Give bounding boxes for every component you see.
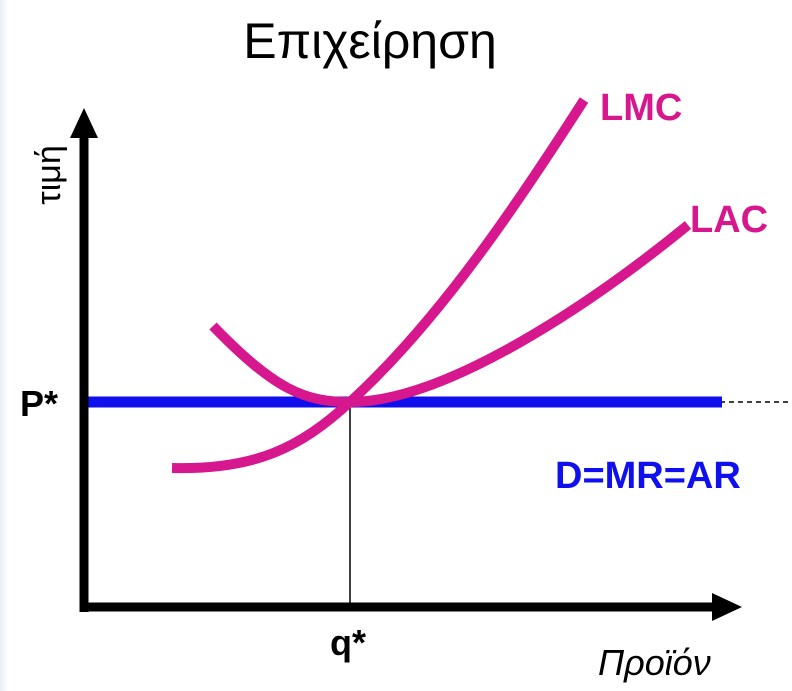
- lmc-curve: [171, 97, 589, 474]
- y-axis-label: τιμή: [30, 145, 68, 204]
- lac-curve: [209, 221, 692, 408]
- demand-label: D=MR=AR: [555, 455, 741, 497]
- x-axis-label: Προϊόν: [598, 642, 711, 683]
- diagram-title: Επιχείρηση: [243, 13, 497, 69]
- quantity-label: q*: [330, 622, 366, 663]
- side-strip: [0, 0, 8, 691]
- price-label: P*: [20, 383, 58, 424]
- lmc-label: LMC: [600, 87, 682, 129]
- lac-label: LAC: [690, 199, 768, 241]
- x-axis-arrow-icon: [712, 593, 742, 621]
- y-axis-arrow-icon: [70, 108, 98, 138]
